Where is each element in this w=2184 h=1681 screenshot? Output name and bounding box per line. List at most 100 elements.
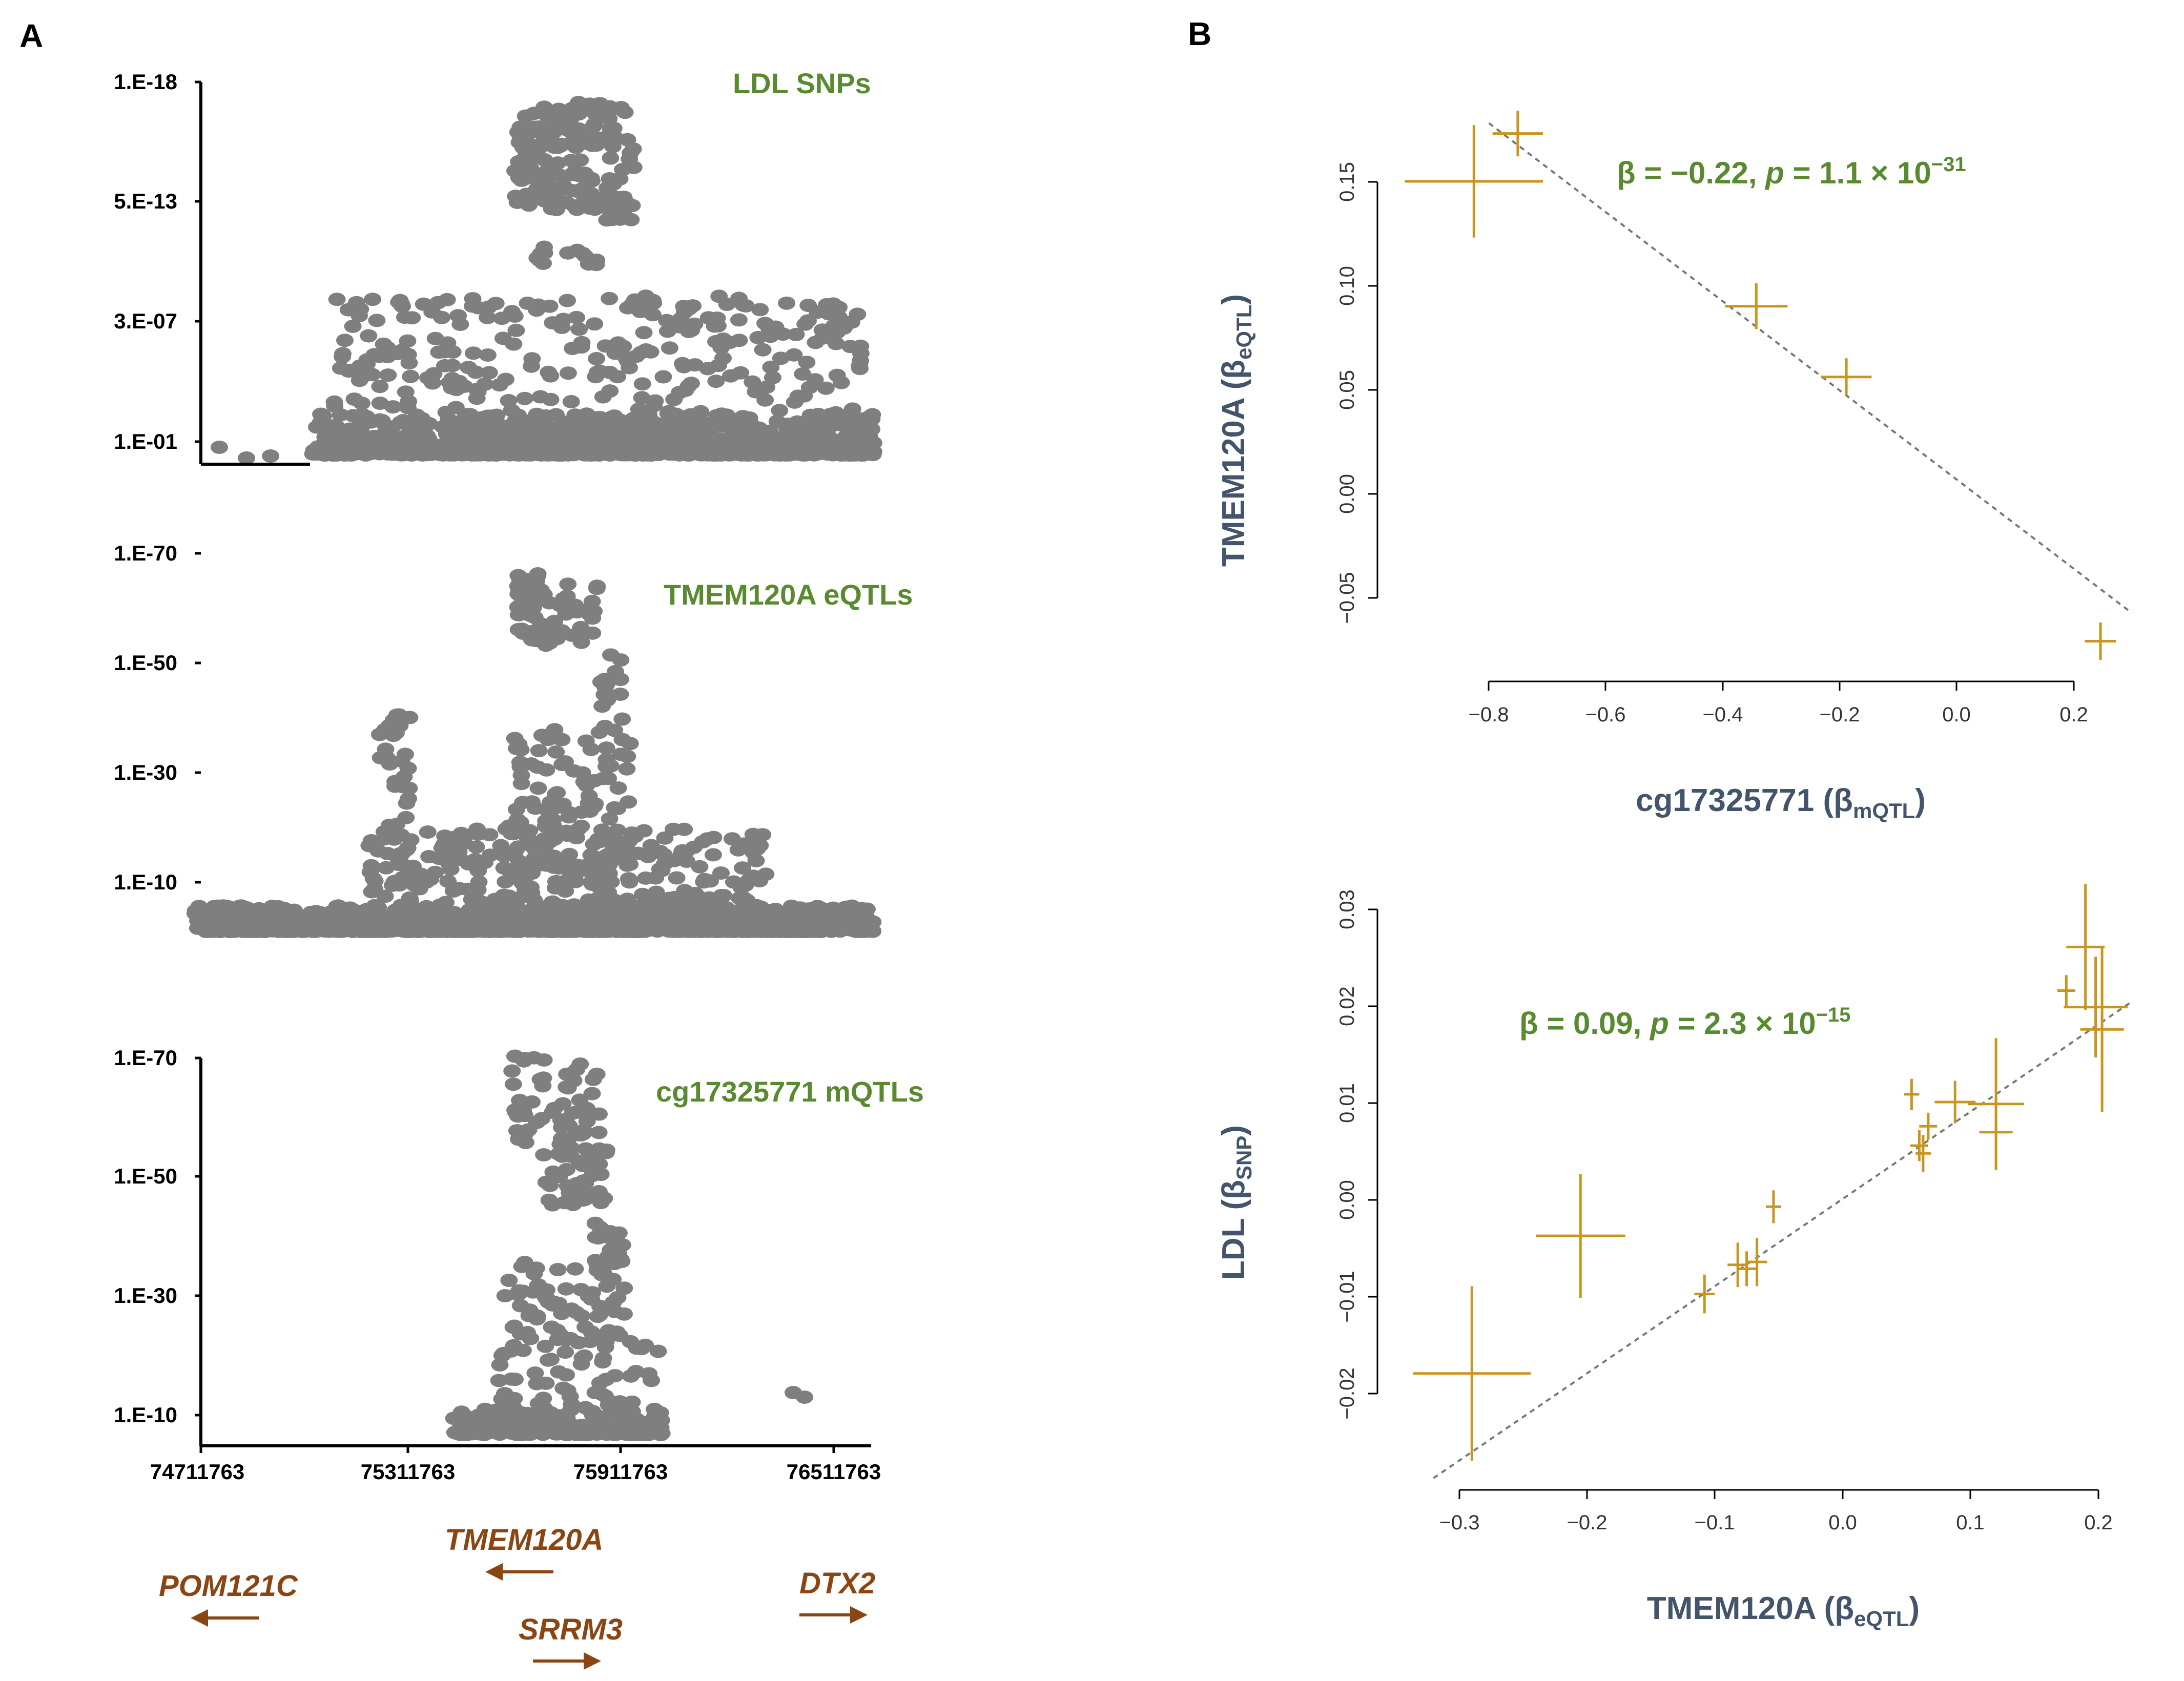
ldl-snp-point — [789, 389, 807, 403]
eqtl-lead-point — [395, 770, 413, 783]
mr1-points — [1405, 110, 2116, 660]
eqtl-point — [444, 841, 462, 855]
ldl-snp-background-point — [863, 408, 881, 422]
mqtl-lead-point — [558, 1067, 576, 1081]
mqtl-lead-point — [609, 1291, 627, 1304]
mqtl-point — [495, 1346, 512, 1360]
x-tick-label: 75311763 — [361, 1460, 456, 1484]
eqtl-lead-point — [401, 711, 419, 724]
mqtl-point — [597, 1373, 615, 1386]
eqtl-point — [676, 884, 694, 898]
mqtl-lead-point — [511, 1327, 529, 1341]
gene-arrowhead-tmem120a — [485, 1563, 503, 1581]
ldl-snp-point — [325, 395, 343, 409]
ldl-snp-lead-point — [544, 123, 562, 137]
eqtl-lead-point — [513, 861, 530, 875]
mqtl-lead-point — [577, 1142, 595, 1156]
mr1-annotation-beta: β = −0.22, — [1617, 156, 1765, 190]
eqtl-lead-point — [613, 712, 631, 726]
ldl-snp-point — [503, 403, 521, 417]
ldl-snp-point — [328, 293, 346, 306]
eqtl-background-point — [486, 906, 504, 920]
mr2-x-tick-label: 0.0 — [1828, 1511, 1857, 1534]
ldl-snp-point — [708, 312, 726, 325]
eqtl-point — [748, 899, 766, 912]
ldl-snp-lead-point — [516, 172, 533, 186]
ldl-snp-point — [714, 351, 732, 365]
eqtl-point — [588, 892, 606, 906]
eqtl-lead-point — [593, 823, 611, 837]
ldl-snp-point — [817, 381, 835, 395]
ldl-snp-point — [564, 342, 582, 355]
ldl-y-tick-label: 1.E-18 — [114, 70, 177, 94]
mr1-x-tick-label: −0.2 — [1820, 703, 1860, 726]
ldl-snp-point — [744, 375, 761, 389]
ldl-snp-point — [559, 294, 576, 307]
ldl-snp-lead-point — [635, 291, 653, 305]
eqtl-point — [460, 857, 478, 871]
mqtl-lead-point — [592, 1168, 610, 1181]
ldl-snp-background-point — [835, 448, 853, 462]
eqtl-point — [673, 844, 691, 858]
mqtl-lead-point — [584, 1072, 602, 1086]
eqtl-lead-point — [510, 737, 528, 751]
ldl-snp-lead-point — [559, 105, 576, 118]
eqtl-point — [747, 854, 765, 867]
eqtl-background-point — [190, 900, 208, 914]
eqtl-background-point — [716, 924, 734, 938]
mqtl-point — [528, 1377, 546, 1391]
eqtl-lead-point — [532, 617, 550, 631]
mr2-y-axis-title-end: ) — [1216, 1125, 1251, 1136]
ldl-snp-lead-point — [589, 198, 607, 212]
ldl-snp-point — [529, 298, 547, 312]
mr1-annotation-exponent: −31 — [1931, 153, 1966, 176]
ldl-snp-point — [390, 295, 408, 309]
eqtl-background-point — [242, 925, 260, 938]
ldl-snp-point — [619, 354, 636, 368]
mr1-y-tick-label: 0.05 — [1336, 370, 1358, 410]
mqtl-y-tick-label: 1.E-30 — [114, 1283, 177, 1308]
eqtl-lead-point — [573, 627, 591, 640]
ldl-snp-background-point — [590, 418, 608, 431]
eqtl-lead-point — [546, 614, 563, 628]
ldl-snp-point — [594, 390, 612, 404]
eqtl-background-point — [809, 909, 827, 923]
eqtl-background-point — [331, 923, 348, 937]
mqtl-lead-point — [510, 1284, 528, 1298]
eqtl-y-tick-label: 1.E-50 — [114, 651, 177, 675]
eqtl-background-point — [341, 901, 359, 915]
gene-label-tmem120a: TMEM120A — [445, 1523, 603, 1557]
eqtl-background-point — [695, 905, 713, 919]
mr2-fit-line — [1433, 1002, 2131, 1479]
eqtl-background-point — [418, 900, 436, 914]
eqtl-background-point — [345, 914, 363, 928]
ldl-snp-point — [351, 359, 369, 373]
ldl-snp-point — [771, 404, 789, 418]
ldl-snp-background-point — [540, 426, 558, 440]
eqtl-background-point — [205, 900, 223, 914]
mr2-x-tick-label: −0.2 — [1567, 1511, 1608, 1534]
ldl-snp-lead-point — [567, 140, 585, 154]
mqtl-lead-point — [606, 1305, 624, 1318]
eqtl-background-point — [294, 914, 312, 927]
ldl-snp-point — [799, 314, 817, 328]
eqtl-point — [712, 866, 730, 880]
ldl-snp-point — [441, 376, 458, 389]
ldl-snp-point — [403, 311, 421, 325]
eqtl-lead-point — [384, 713, 402, 727]
eqtl-point — [495, 861, 513, 875]
ldl-snp-point — [425, 367, 443, 381]
eqtl-background-point — [847, 919, 864, 933]
eqtl-background-point — [780, 916, 798, 929]
ldl-snp-background-point — [444, 433, 461, 447]
ldl-snp-point — [586, 317, 604, 331]
mr2-points — [1413, 884, 2128, 1461]
mqtl-lead-point — [503, 1064, 521, 1078]
ldl-snp-point — [633, 391, 651, 405]
ldl-snp-point — [800, 381, 818, 395]
mr2-x-axis-title-end: ) — [1909, 1591, 1920, 1626]
ldl-snp-point — [612, 101, 630, 114]
mr1-x-axis-title-subscript: mQTL — [1853, 799, 1915, 823]
ldl-snp-point — [370, 349, 388, 363]
eqtl-lead-point — [376, 723, 394, 737]
